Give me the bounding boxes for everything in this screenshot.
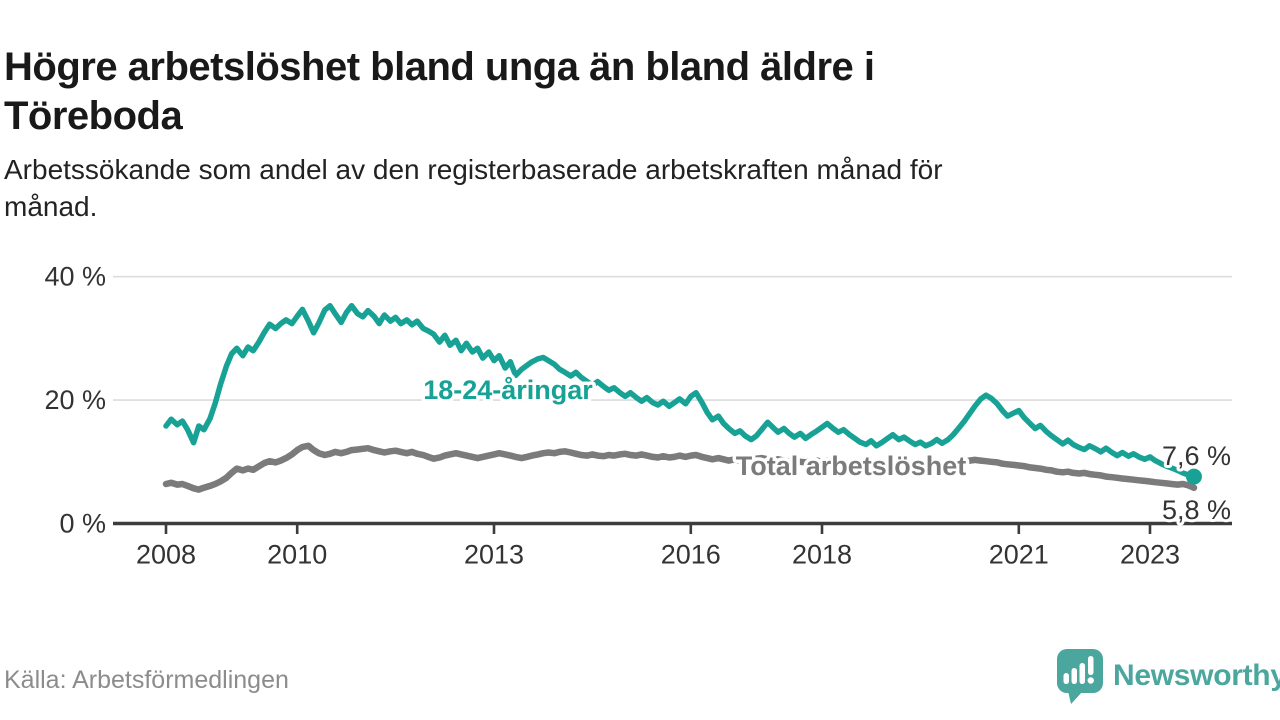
x-tick-label-2016: 2016 [661, 540, 721, 570]
page-title: Högre arbetslöshet bland unga än bland ä… [4, 43, 875, 142]
page-title-line-2: Töreboda [4, 94, 183, 139]
x-tick-label-2013: 2013 [464, 540, 524, 570]
x-tick-label-2021: 2021 [989, 540, 1049, 570]
newsworthy-bubble-barchart-icon [1057, 649, 1103, 704]
page-subtitle: Arbetssökande som andel av den registerb… [4, 152, 943, 226]
series-line-total [162, 442, 1198, 493]
series-line-youth [163, 302, 1197, 480]
x-tick-label-2023: 2023 [1120, 540, 1180, 570]
end-value-label-youth: 7,6 % [1162, 441, 1231, 471]
y-tick-label-40: 40 % [44, 262, 106, 292]
page-title-line-1: Högre arbetslöshet bland unga än bland ä… [4, 44, 875, 89]
y-axis-labels: 0 % 20 % 40 % [44, 262, 106, 539]
page-subtitle-line-1: Arbetssökande som andel av den registerb… [4, 154, 943, 185]
series-end-dot-youth [1185, 468, 1202, 485]
brand-logo: Newsworthy [1056, 648, 1280, 704]
y-tick-label-0: 0 % [59, 509, 106, 539]
end-value-label-total: 5,8 % [1162, 495, 1231, 525]
series-label-total: Total arbetslöshet [736, 451, 967, 481]
series-lines [162, 302, 1198, 493]
page-subtitle-line-2: månad. [4, 190, 98, 222]
x-tick-label-2018: 2018 [792, 540, 852, 570]
x-tick-label-2010: 2010 [267, 540, 327, 570]
y-tick-label-20: 20 % [44, 385, 106, 415]
x-axis-ticks-and-labels: 2008 2010 2013 2016 2018 2021 2023 [136, 525, 1180, 570]
brand-wordmark: Newsworthy [1113, 659, 1280, 692]
source-credit: Källa: Arbetsförmedlingen [4, 666, 289, 694]
x-tick-label-2008: 2008 [136, 540, 196, 570]
gridlines [113, 275, 1232, 401]
series-annotations: 18-24-åringar 7,6 % Total arbetslöshet 5,8 … [420, 372, 1234, 529]
series-label-youth: 18-24-åringar [423, 375, 593, 405]
unemployment-line-chart: 0 % 20 % 40 % 2008 2010 2013 2016 2018 2021 2023… [44, 262, 1234, 570]
